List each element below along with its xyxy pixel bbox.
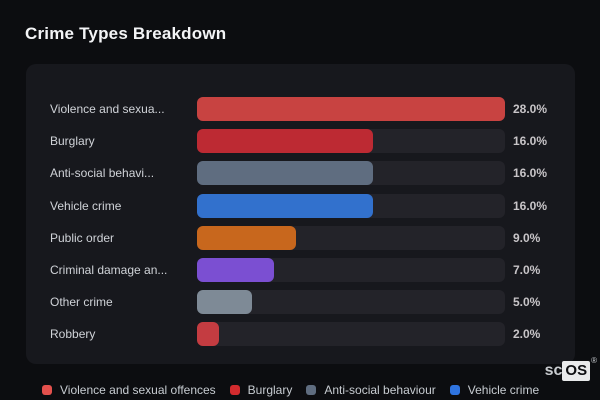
legend-swatch-icon [306, 385, 317, 395]
bar-track [197, 97, 505, 122]
category-label: Violence and sexua... [50, 102, 165, 117]
legend-label: Vehicle crime [467, 383, 540, 397]
logo-prefix: sc [544, 362, 563, 379]
bar-track [197, 225, 505, 250]
bar-row: Anti-social behavi... 16.0% [26, 157, 575, 189]
bar-row: Other crime 5.0% [26, 286, 575, 318]
bar-fill[interactable] [197, 193, 373, 218]
value-label: 16.0% [513, 166, 548, 181]
bar-row: Criminal damage an... 7.0% [26, 254, 575, 286]
bar-row: Vehicle crime 16.0% [26, 190, 575, 222]
legend-label: Burglary [247, 383, 293, 397]
bar-row: Public order 9.0% [26, 222, 575, 254]
bar-fill[interactable] [197, 225, 296, 250]
bar-track [197, 193, 505, 218]
category-label: Anti-social behavi... [50, 166, 155, 181]
value-label: 16.0% [513, 198, 548, 213]
legend-item[interactable]: Violence and sexual offences [42, 383, 216, 397]
crime-types-chart-panel: Violence and sexua... 28.0% Burglary 16.0% A… [26, 64, 575, 364]
bar-fill[interactable] [197, 129, 373, 154]
legend-item[interactable]: Anti-social behaviour [306, 383, 436, 397]
value-label: 5.0% [513, 295, 541, 310]
category-label: Burglary [50, 134, 95, 149]
bar-track [197, 161, 505, 186]
chart-legend: Violence and sexual offences Burglary Anti… [42, 383, 539, 397]
scos-logo: sc OS ® [544, 356, 597, 382]
registered-trademark-icon: ® [591, 356, 597, 365]
legend-swatch-icon [229, 385, 240, 395]
page-title: Crime Types Breakdown [25, 24, 227, 43]
legend-label: Anti-social behaviour [324, 383, 436, 397]
category-label: Robbery [50, 327, 96, 342]
bar-track [197, 129, 505, 154]
bar-fill[interactable] [197, 322, 219, 347]
bar-track [197, 290, 505, 315]
legend-label: Violence and sexual offences [60, 383, 216, 397]
value-label: 16.0% [513, 134, 548, 149]
bar-track [197, 322, 505, 347]
value-label: 2.0% [513, 327, 541, 342]
bar-fill[interactable] [197, 161, 373, 186]
bar-row: Robbery 2.0% [26, 318, 575, 350]
bar-fill[interactable] [197, 97, 505, 122]
bar-row: Burglary 16.0% [26, 125, 575, 157]
value-label: 9.0% [513, 230, 541, 245]
category-label: Public order [50, 230, 115, 245]
value-label: 7.0% [513, 263, 541, 278]
bar-track [197, 258, 505, 283]
category-label: Criminal damage an... [50, 263, 168, 278]
bar-rows: Violence and sexua... 28.0% Burglary 16.0% A… [26, 93, 575, 351]
bar-fill[interactable] [197, 290, 252, 315]
logo-box: OS [562, 361, 591, 381]
legend-swatch-icon [42, 385, 52, 395]
category-label: Other crime [50, 295, 113, 310]
value-label: 28.0% [513, 102, 548, 117]
category-label: Vehicle crime [50, 198, 122, 213]
legend-swatch-icon [449, 385, 460, 395]
legend-item[interactable]: Burglary [229, 383, 293, 397]
bar-row: Violence and sexua... 28.0% [26, 93, 575, 125]
legend-item[interactable]: Vehicle crime [449, 383, 540, 397]
bar-fill[interactable] [197, 258, 274, 283]
